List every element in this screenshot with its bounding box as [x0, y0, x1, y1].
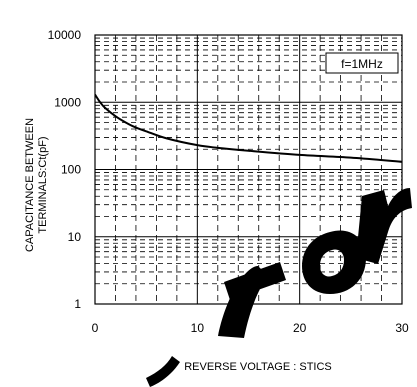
y-tick-label: 10 [68, 230, 82, 244]
watermark-letter-t-bar [224, 262, 286, 300]
capacitance-curve [95, 94, 402, 163]
watermark-letter-o [302, 230, 366, 294]
x-tick-label: 20 [293, 321, 307, 335]
watermark-stroke [146, 356, 180, 387]
major-grid [95, 35, 402, 304]
frequency-annotation: f=1MHz [325, 52, 399, 74]
x-tick-label: 10 [191, 321, 205, 335]
y-tick-label: 1 [74, 297, 81, 311]
x-tick-label: 0 [92, 321, 99, 335]
annotation-text: f=1MHz [341, 57, 383, 71]
x-tick-labels: 0 10 20 30 [92, 321, 409, 335]
y-tick-label: 100 [61, 163, 81, 177]
y-axis-label-line-2: TERMINALS:Ct(pF) [37, 136, 49, 233]
y-tick-label: 1000 [54, 95, 81, 109]
watermark [146, 188, 412, 387]
y-tick-label: 10000 [48, 28, 82, 42]
x-tick-label: 30 [395, 321, 409, 335]
y-axis-label: CAPACITANCE BETWEEN TERMINALS:Ct(pF) [24, 118, 49, 252]
annotation-box [325, 52, 399, 74]
x-axis-label: REVERSE VOLTAGE : STICS [184, 361, 332, 373]
y-axis-label-line-1: CAPACITANCE BETWEEN [24, 118, 36, 252]
watermark-letter-r [356, 188, 412, 264]
y-tick-labels: 1 10 100 1000 10000 [48, 28, 82, 311]
